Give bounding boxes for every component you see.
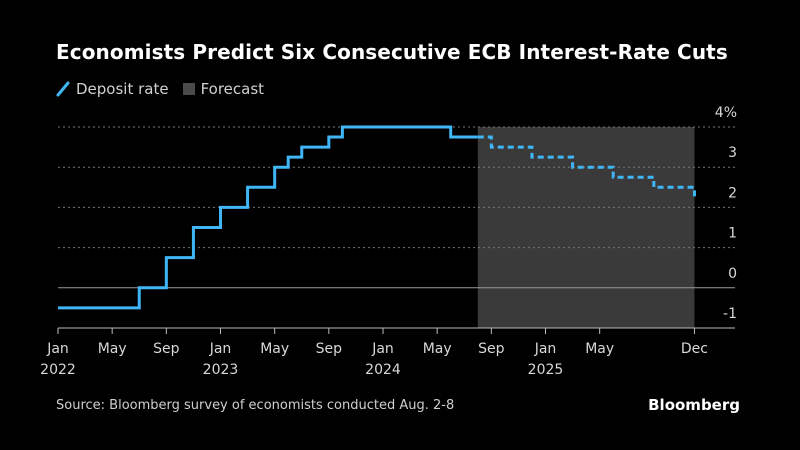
x-tick-label: Sep <box>153 341 180 357</box>
legend-label-deposit-rate: Deposit rate <box>76 80 169 98</box>
legend-item-forecast: Forecast <box>182 80 265 98</box>
x-tick-label: May <box>98 341 127 357</box>
x-tick-year-label: 2023 <box>203 362 239 378</box>
x-tick-label: Sep <box>316 341 343 357</box>
y-tick-label: 0 <box>728 266 737 282</box>
y-tick-label: 3 <box>728 145 737 161</box>
legend-item-deposit-rate: Deposit rate <box>56 80 169 98</box>
x-tick-label: Sep <box>478 341 505 357</box>
y-tick-label: 4% <box>715 105 737 121</box>
x-tick-label: Dec <box>681 341 708 357</box>
x-tick-label: May <box>260 341 289 357</box>
x-tick-label: Jan <box>534 341 557 357</box>
x-tick-label: Jan <box>371 341 394 357</box>
x-tick-label: Jan <box>209 341 232 357</box>
bloomberg-logo: Bloomberg <box>648 396 740 414</box>
x-tick-year-label: 2022 <box>40 362 76 378</box>
x-tick-label: Jan <box>46 341 69 357</box>
legend: Deposit rate Forecast <box>56 80 278 98</box>
chart-title: Economists Predict Six Consecutive ECB I… <box>56 40 728 64</box>
y-tick-label: 1 <box>728 226 737 242</box>
deposit-rate-line <box>58 125 478 310</box>
x-tick-label: May <box>585 341 614 357</box>
forecast-rate-line <box>477 135 696 198</box>
forecast-region <box>477 127 695 328</box>
line-swatch-icon <box>56 81 70 97</box>
x-tick-label: May <box>423 341 452 357</box>
y-tick-label: 2 <box>728 185 737 201</box>
y-tick-label: -1 <box>723 306 737 322</box>
source-note: Source: Bloomberg survey of economists c… <box>56 398 455 413</box>
x-tick-year-label: 2025 <box>528 362 564 378</box>
x-tick-year-label: 2024 <box>365 362 401 378</box>
legend-label-forecast: Forecast <box>200 80 265 98</box>
box-swatch-icon <box>182 83 195 95</box>
